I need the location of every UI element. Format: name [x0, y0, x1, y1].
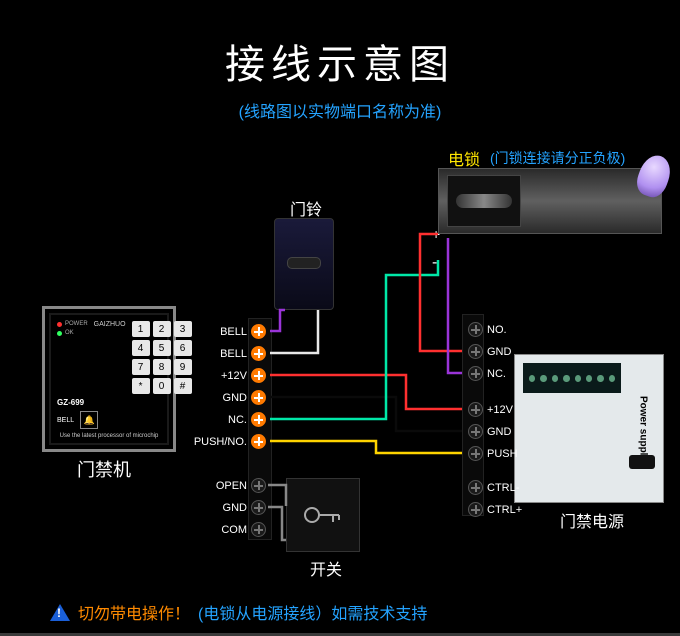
warning-icon: [50, 604, 70, 621]
lock-device: [438, 168, 662, 234]
psu-terminal-CTRL: CTRL-: [464, 480, 539, 495]
footer-note-text: (电锁从电源接线）如需技术支持: [198, 600, 427, 624]
lock-title-label: 电锁: [448, 146, 480, 170]
page-title: 接线示意图: [0, 32, 680, 90]
doorbell-label: 门铃: [290, 196, 322, 220]
psu-terminal-PUSH: PUSH: [464, 446, 539, 461]
footer-warning: 切勿带电操作！ (电锁从电源接线）如需技术支持: [50, 600, 427, 624]
switch-label: 开关: [310, 556, 342, 580]
keypad-leds: POWEROK: [57, 321, 88, 336]
psu-terminal-NC: NC.: [464, 366, 539, 381]
terminal-GND: GND: [186, 500, 270, 515]
keypad-label: 门禁机: [77, 456, 131, 482]
terminal-PUSHNO: PUSH/NO.: [186, 434, 270, 449]
lock-note-label: (门锁连接请分正负极): [490, 148, 625, 168]
psu-terminal-CTRL: CTRL+: [464, 502, 539, 517]
keypad-keygrid: 123456789*0#: [132, 321, 192, 394]
bell-icon: 🔔: [80, 411, 98, 429]
keypad-brand: GAIZHUO: [94, 321, 126, 328]
footer-warn-text: 切勿带电操作！: [78, 600, 190, 624]
terminal-12V: +12V: [186, 368, 270, 383]
page-subtitle: (线路图以实物端口名称为准): [0, 98, 680, 122]
psu-terminal-NO: NO.: [464, 322, 539, 337]
wiring-diagram: { "title": { "text": "接线示意图", "top": 32,…: [0, 0, 680, 636]
psu-label: 门禁电源: [560, 508, 624, 532]
terminal-OPEN: OPEN: [186, 478, 270, 493]
terminal-GND: GND: [186, 390, 270, 405]
exit-switch-device: [286, 478, 360, 552]
key-icon: [303, 503, 343, 527]
terminal-NC: NC.: [186, 412, 270, 427]
keypad-foot: Use the latest processor of microchip: [57, 433, 161, 439]
doorbell-device: [274, 218, 334, 310]
psu-terminal-GND: GND: [464, 344, 539, 359]
psu-toggle: [629, 455, 655, 469]
terminal-BELL: BELL: [186, 324, 270, 339]
terminal-BELL: BELL: [186, 346, 270, 361]
keypad-device: POWEROK GAIZHUO 123456789*0# GZ-699 BELL…: [42, 306, 176, 452]
terminal-COM: COM: [186, 522, 270, 537]
keypad-model: GZ-699: [57, 398, 84, 407]
psu-terminal-12V: +12V: [464, 402, 539, 417]
lock-minus-label: -: [432, 254, 437, 272]
psu-brand-label: Power supply: [629, 365, 657, 492]
keypad-bell-label: BELL: [57, 417, 74, 424]
psu-terminal-GND: GND: [464, 424, 539, 439]
